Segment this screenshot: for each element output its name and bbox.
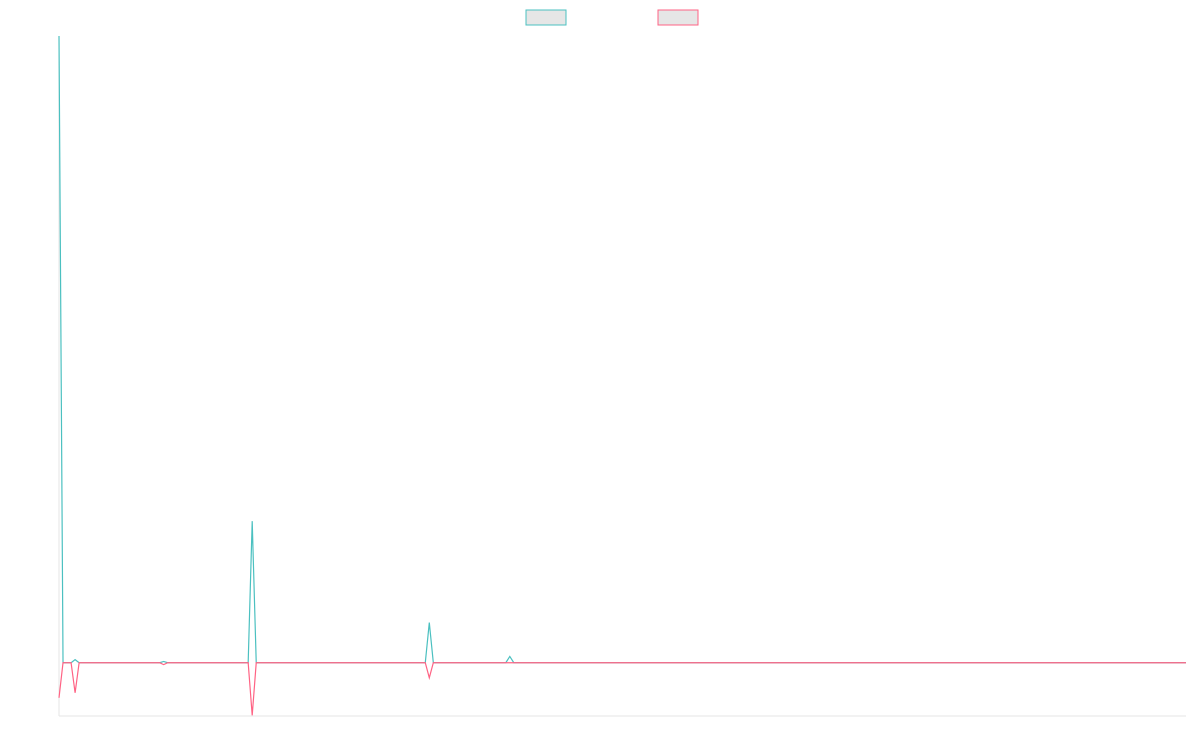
legend-swatch bbox=[525, 9, 567, 26]
legend-swatch bbox=[657, 9, 699, 26]
series-line bbox=[58, 662, 1186, 716]
series-line bbox=[58, 35, 1186, 664]
